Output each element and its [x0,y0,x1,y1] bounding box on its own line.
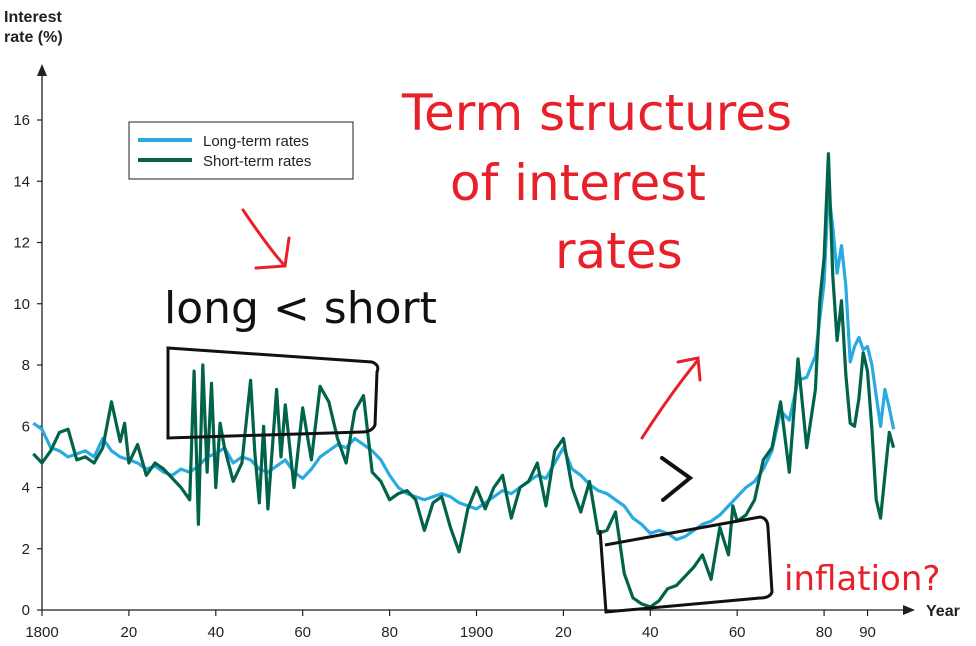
x-tick-label: 40 [207,624,224,641]
annotation-title-line1: Term structures [401,84,792,142]
x-ticks: 1800 20 40 60 80 1900 20 40 60 80 90 [25,610,876,641]
y-tick-label: 12 [13,235,30,252]
red-arrow-1 [241,208,291,270]
black-box-left [166,346,380,440]
legend-label-short: Short-term rates [203,153,311,170]
series-line-short-term [32,152,896,609]
x-tick-label: 20 [121,624,138,641]
y-tick-label: 14 [13,173,30,190]
annotation-title-line2: of interest [450,154,706,212]
y-tick-label: 8 [22,357,30,374]
x-tick-label: 1900 [460,624,493,641]
x-tick-label: 20 [555,624,572,641]
x-tick-label: 60 [729,624,746,641]
annotation-long-short: long < short [164,283,437,334]
x-tick-label: 80 [381,624,398,641]
x-tick-label: 60 [294,624,311,641]
legend-box [128,121,354,180]
legend: Long-term rates Short-term rates [128,121,354,180]
series-line-long-term [32,188,896,542]
x-tick-label: 1800 [25,624,58,641]
annotation-inflation: inflation? [784,559,940,599]
handwritten-annotations: Term structures of interest rates long <… [164,84,940,614]
x-tick-label: 40 [642,624,659,641]
greater-than-mark [660,456,694,502]
y-axis-arrow [37,64,47,76]
y-tick-label: 10 [13,296,30,313]
y-tick-label: 16 [13,112,30,129]
series-group [32,152,896,609]
x-tick-label: 90 [859,624,876,641]
x-tick-label: 80 [816,624,833,641]
red-arrow-2 [640,356,702,440]
y-tick-label: 2 [22,541,30,558]
legend-label-long: Long-term rates [203,133,309,150]
x-axis-title: Year [926,603,960,620]
y-tick-label: 0 [22,602,30,619]
black-box-right [598,515,774,614]
annotation-title-line3: rates [555,222,683,280]
y-tick-label: 4 [22,480,30,497]
y-tick-label: 6 [22,418,30,435]
y-ticks: 0 2 4 6 8 10 12 14 16 [13,112,42,619]
x-axis-arrow [903,605,915,615]
y-axis-title: Interest rate (%) [4,9,66,46]
